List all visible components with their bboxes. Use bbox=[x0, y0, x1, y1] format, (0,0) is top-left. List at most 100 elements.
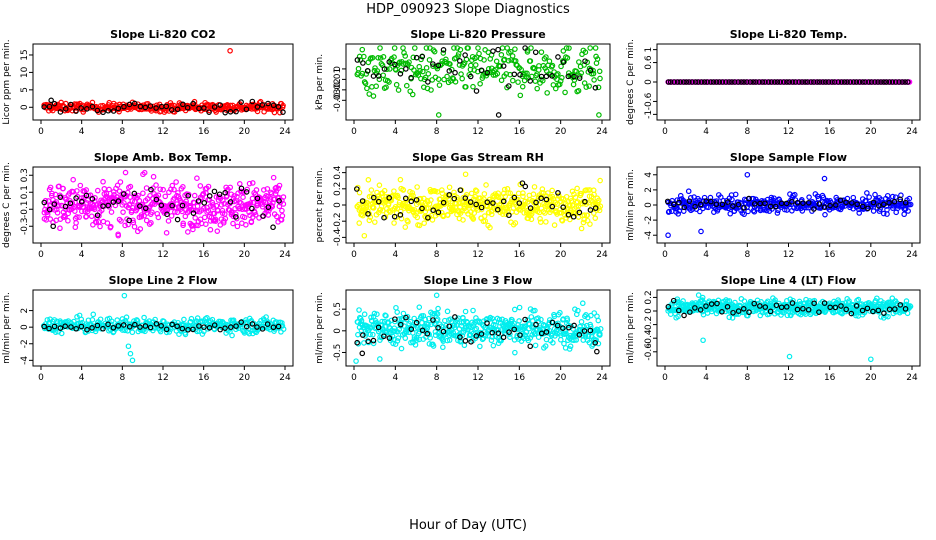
data-point bbox=[473, 188, 480, 194]
data-point bbox=[507, 48, 514, 55]
data-point bbox=[411, 45, 418, 51]
data-point bbox=[563, 45, 570, 51]
data-point bbox=[370, 331, 376, 338]
data-point bbox=[719, 201, 726, 208]
data-point bbox=[142, 104, 149, 111]
data-point bbox=[397, 176, 404, 183]
data-point bbox=[370, 337, 377, 344]
data-point bbox=[889, 193, 896, 200]
data-point bbox=[78, 195, 85, 201]
data-point bbox=[484, 69, 490, 76]
data-point bbox=[462, 338, 469, 344]
data-point bbox=[279, 213, 286, 219]
data-point bbox=[380, 54, 387, 60]
data-point bbox=[789, 198, 795, 205]
data-point bbox=[110, 325, 117, 331]
data-point bbox=[78, 316, 85, 323]
data-point bbox=[556, 81, 563, 88]
data-point bbox=[730, 203, 736, 209]
data-point bbox=[376, 76, 383, 83]
y-tick-label: 1 bbox=[644, 47, 654, 53]
data-point bbox=[462, 171, 469, 178]
data-point bbox=[470, 83, 476, 90]
data-point bbox=[78, 105, 84, 111]
data-point bbox=[187, 203, 194, 210]
data-point bbox=[422, 208, 429, 215]
data-point bbox=[578, 225, 585, 232]
data-point bbox=[393, 67, 399, 73]
x-tick-label: 4 bbox=[79, 250, 85, 260]
data-point bbox=[201, 200, 208, 206]
data-point bbox=[831, 79, 838, 85]
data-point bbox=[143, 185, 150, 191]
x-tick-label: 20 bbox=[239, 127, 251, 137]
series-all bbox=[665, 292, 914, 363]
data-point bbox=[512, 349, 518, 356]
data-point bbox=[114, 182, 121, 189]
data-point bbox=[511, 194, 518, 201]
data-point bbox=[131, 100, 138, 107]
data-point bbox=[500, 198, 507, 205]
y-tick-label: 0 bbox=[644, 202, 654, 208]
data-point bbox=[376, 195, 383, 202]
data-point bbox=[77, 182, 84, 189]
x-tick-label: 20 bbox=[555, 250, 567, 260]
data-point bbox=[414, 184, 420, 190]
data-point bbox=[212, 216, 219, 223]
data-point bbox=[560, 48, 567, 54]
y-tick-label: -0.2 bbox=[333, 212, 343, 230]
data-point bbox=[386, 79, 392, 85]
data-point bbox=[393, 304, 399, 311]
data-point bbox=[811, 206, 817, 212]
x-tick-label: 16 bbox=[514, 373, 526, 383]
data-point bbox=[518, 66, 525, 73]
data-point bbox=[675, 211, 681, 217]
data-point bbox=[157, 186, 164, 193]
data-point bbox=[397, 212, 404, 218]
data-point bbox=[356, 189, 363, 196]
data-point bbox=[582, 198, 588, 205]
data-point bbox=[414, 214, 421, 221]
data-point bbox=[280, 109, 286, 115]
data-point bbox=[360, 212, 366, 219]
data-point bbox=[76, 214, 82, 220]
y-tick-label: 0 bbox=[20, 104, 30, 110]
data-point bbox=[94, 212, 101, 219]
data-point bbox=[506, 212, 512, 219]
data-point bbox=[184, 104, 191, 111]
data-point bbox=[413, 197, 420, 203]
data-point bbox=[517, 71, 523, 78]
data-point bbox=[848, 200, 855, 206]
y-tick-label: -0.1 bbox=[20, 200, 30, 218]
x-tick-label: 12 bbox=[157, 373, 168, 383]
x-tick-label: 0 bbox=[351, 373, 357, 383]
data-point bbox=[57, 109, 64, 115]
data-point bbox=[252, 212, 259, 218]
data-point bbox=[238, 319, 244, 325]
data-point bbox=[355, 65, 362, 72]
data-point bbox=[127, 350, 134, 357]
y-tick-label: 2 bbox=[20, 308, 30, 314]
data-point bbox=[462, 195, 469, 201]
data-point bbox=[695, 79, 701, 85]
data-point bbox=[428, 87, 434, 93]
data-point bbox=[891, 198, 898, 205]
data-point bbox=[866, 194, 872, 200]
data-point bbox=[902, 199, 909, 206]
data-point bbox=[677, 79, 684, 85]
data-point bbox=[741, 79, 747, 85]
data-point bbox=[567, 343, 574, 350]
series-hourly bbox=[664, 195, 909, 212]
data-point bbox=[674, 79, 681, 85]
data-point bbox=[481, 213, 488, 219]
data-point bbox=[123, 314, 130, 321]
data-point bbox=[41, 323, 48, 330]
data-point bbox=[359, 198, 366, 204]
data-point bbox=[586, 83, 592, 89]
data-point bbox=[380, 72, 387, 79]
data-point bbox=[204, 314, 210, 321]
data-point bbox=[596, 112, 602, 118]
data-point bbox=[665, 232, 671, 239]
data-point bbox=[402, 195, 409, 202]
data-point bbox=[163, 103, 170, 110]
